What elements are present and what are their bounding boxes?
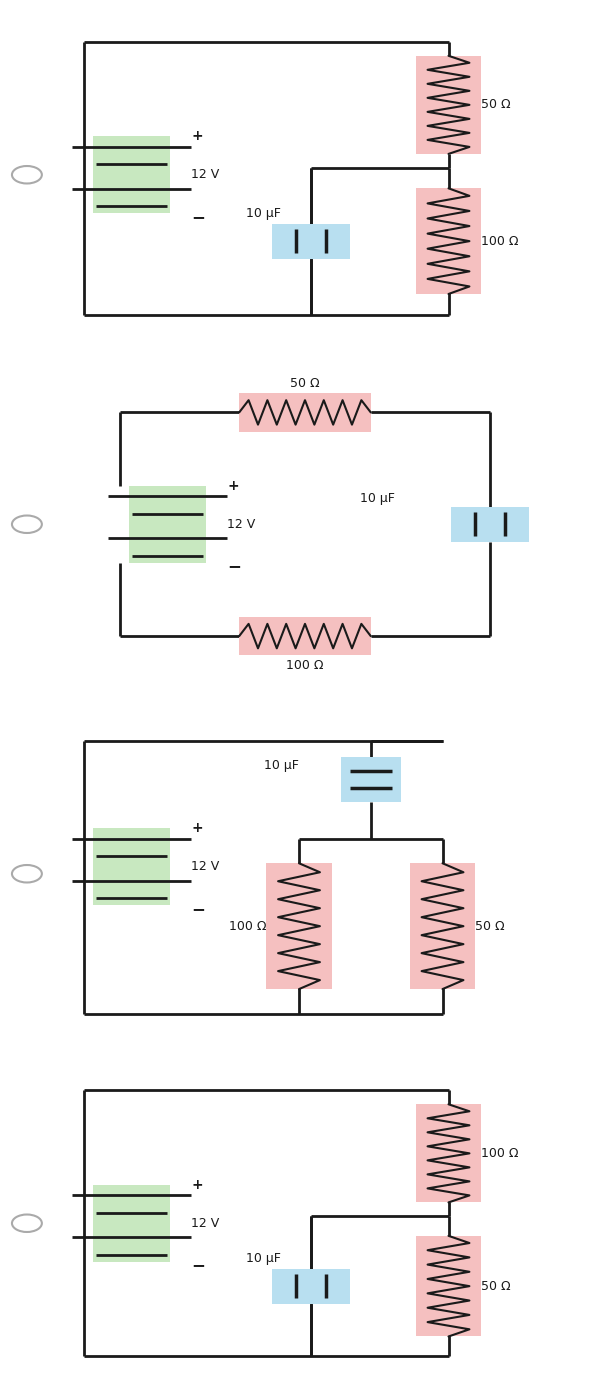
Text: +: + bbox=[191, 129, 203, 144]
Text: 100 Ω: 100 Ω bbox=[481, 235, 519, 247]
Text: 50 Ω: 50 Ω bbox=[475, 920, 505, 932]
Bar bbox=[129, 485, 206, 562]
Bar bbox=[272, 1269, 350, 1303]
Text: 12 V: 12 V bbox=[227, 517, 255, 531]
Text: +: + bbox=[227, 478, 239, 493]
Text: 10 μF: 10 μF bbox=[360, 492, 395, 505]
Text: 12 V: 12 V bbox=[191, 1216, 219, 1230]
Bar bbox=[416, 1236, 481, 1336]
Bar bbox=[416, 189, 481, 294]
Bar bbox=[451, 506, 529, 542]
Bar bbox=[239, 617, 371, 656]
Text: 50 Ω: 50 Ω bbox=[290, 376, 320, 390]
Text: +: + bbox=[191, 821, 203, 836]
Text: 100 Ω: 100 Ω bbox=[228, 920, 266, 932]
Text: 12 V: 12 V bbox=[191, 860, 219, 874]
Text: 10 μF: 10 μF bbox=[246, 207, 281, 219]
Bar bbox=[93, 136, 170, 212]
Text: −: − bbox=[191, 1257, 205, 1274]
Text: 100 Ω: 100 Ω bbox=[481, 1146, 519, 1160]
Text: 50 Ω: 50 Ω bbox=[481, 98, 511, 112]
Text: −: − bbox=[191, 208, 205, 225]
Bar bbox=[410, 863, 475, 990]
Bar bbox=[416, 1104, 481, 1202]
Bar bbox=[416, 56, 481, 154]
Bar bbox=[239, 393, 371, 432]
Text: −: − bbox=[191, 900, 205, 917]
Bar bbox=[266, 863, 332, 990]
Bar bbox=[93, 1186, 170, 1261]
Bar bbox=[93, 828, 170, 906]
Bar bbox=[272, 224, 350, 259]
Text: −: − bbox=[227, 558, 241, 575]
Text: 10 μF: 10 μF bbox=[246, 1253, 281, 1265]
Text: 10 μF: 10 μF bbox=[264, 759, 299, 772]
Text: 100 Ω: 100 Ω bbox=[286, 658, 324, 672]
Text: 12 V: 12 V bbox=[191, 168, 219, 182]
Bar bbox=[341, 756, 401, 802]
Text: 50 Ω: 50 Ω bbox=[481, 1279, 511, 1293]
Text: +: + bbox=[191, 1177, 203, 1192]
